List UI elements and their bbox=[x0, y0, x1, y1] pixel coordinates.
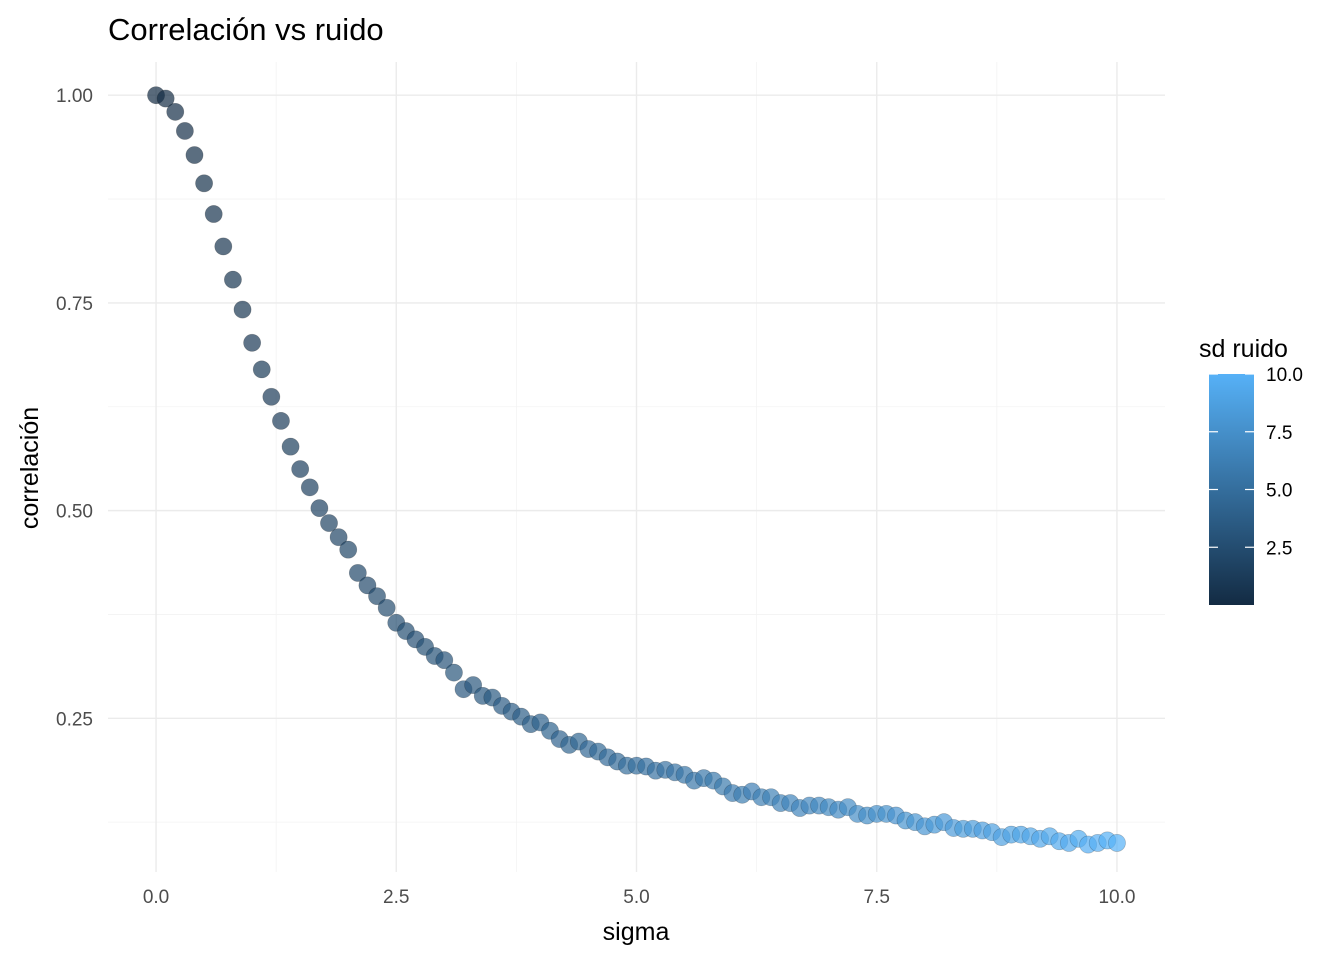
data-point bbox=[320, 514, 338, 532]
data-point bbox=[224, 270, 242, 289]
legend-tick-label: 7.5 bbox=[1266, 423, 1292, 444]
data-point bbox=[435, 651, 454, 670]
data-point bbox=[204, 205, 223, 223]
chart-title: Correlación vs ruido bbox=[108, 12, 384, 47]
x-tick-label: 7.5 bbox=[864, 887, 890, 908]
data-point bbox=[300, 478, 319, 497]
y-axis-title: correlación bbox=[16, 407, 44, 529]
data-point bbox=[156, 89, 175, 108]
plot-grid bbox=[108, 62, 1165, 872]
x-axis-title: sigma bbox=[603, 918, 670, 946]
y-tick-label: 0.50 bbox=[56, 502, 93, 523]
legend-tick-label: 10.0 bbox=[1266, 365, 1303, 386]
data-point bbox=[243, 333, 262, 352]
y-tick-label: 0.75 bbox=[56, 294, 93, 315]
legend-ticks: 2.5 5.0 7.5 10.0 bbox=[1209, 365, 1303, 559]
data-point bbox=[368, 587, 386, 606]
x-tick-label: 5.0 bbox=[623, 887, 649, 908]
data-point bbox=[281, 437, 300, 456]
data-point bbox=[185, 146, 204, 164]
data-point bbox=[339, 540, 358, 559]
x-tick-label: 10.0 bbox=[1098, 887, 1135, 908]
legend-tick-label: 2.5 bbox=[1266, 538, 1292, 559]
data-point bbox=[377, 598, 396, 617]
legend-title: sd ruido bbox=[1199, 335, 1288, 363]
data-point bbox=[252, 360, 271, 379]
x-axis-ticks: 0.0 2.5 5.0 7.5 10.0 bbox=[143, 887, 1136, 908]
color-legend: sd ruido 2.5 5.0 7.5 10.0 bbox=[1199, 335, 1303, 605]
x-tick-label: 2.5 bbox=[383, 887, 409, 908]
data-point bbox=[214, 237, 233, 256]
data-point bbox=[262, 387, 281, 406]
legend-tick-label: 5.0 bbox=[1266, 481, 1292, 502]
data-point bbox=[272, 411, 290, 430]
data-point bbox=[195, 174, 213, 193]
scatter-points bbox=[147, 86, 1126, 854]
y-tick-label: 1.00 bbox=[56, 86, 93, 107]
data-point bbox=[233, 300, 252, 319]
data-point bbox=[310, 499, 329, 518]
y-axis-ticks: 0.25 0.50 0.75 1.00 bbox=[56, 86, 93, 730]
data-point bbox=[329, 528, 348, 547]
data-point bbox=[175, 122, 194, 140]
data-point bbox=[166, 102, 185, 121]
y-tick-label: 0.25 bbox=[56, 709, 93, 730]
data-point bbox=[348, 564, 367, 582]
x-tick-label: 0.0 bbox=[143, 887, 169, 908]
data-point bbox=[1108, 834, 1126, 852]
data-point bbox=[445, 663, 463, 682]
data-point bbox=[291, 460, 310, 478]
